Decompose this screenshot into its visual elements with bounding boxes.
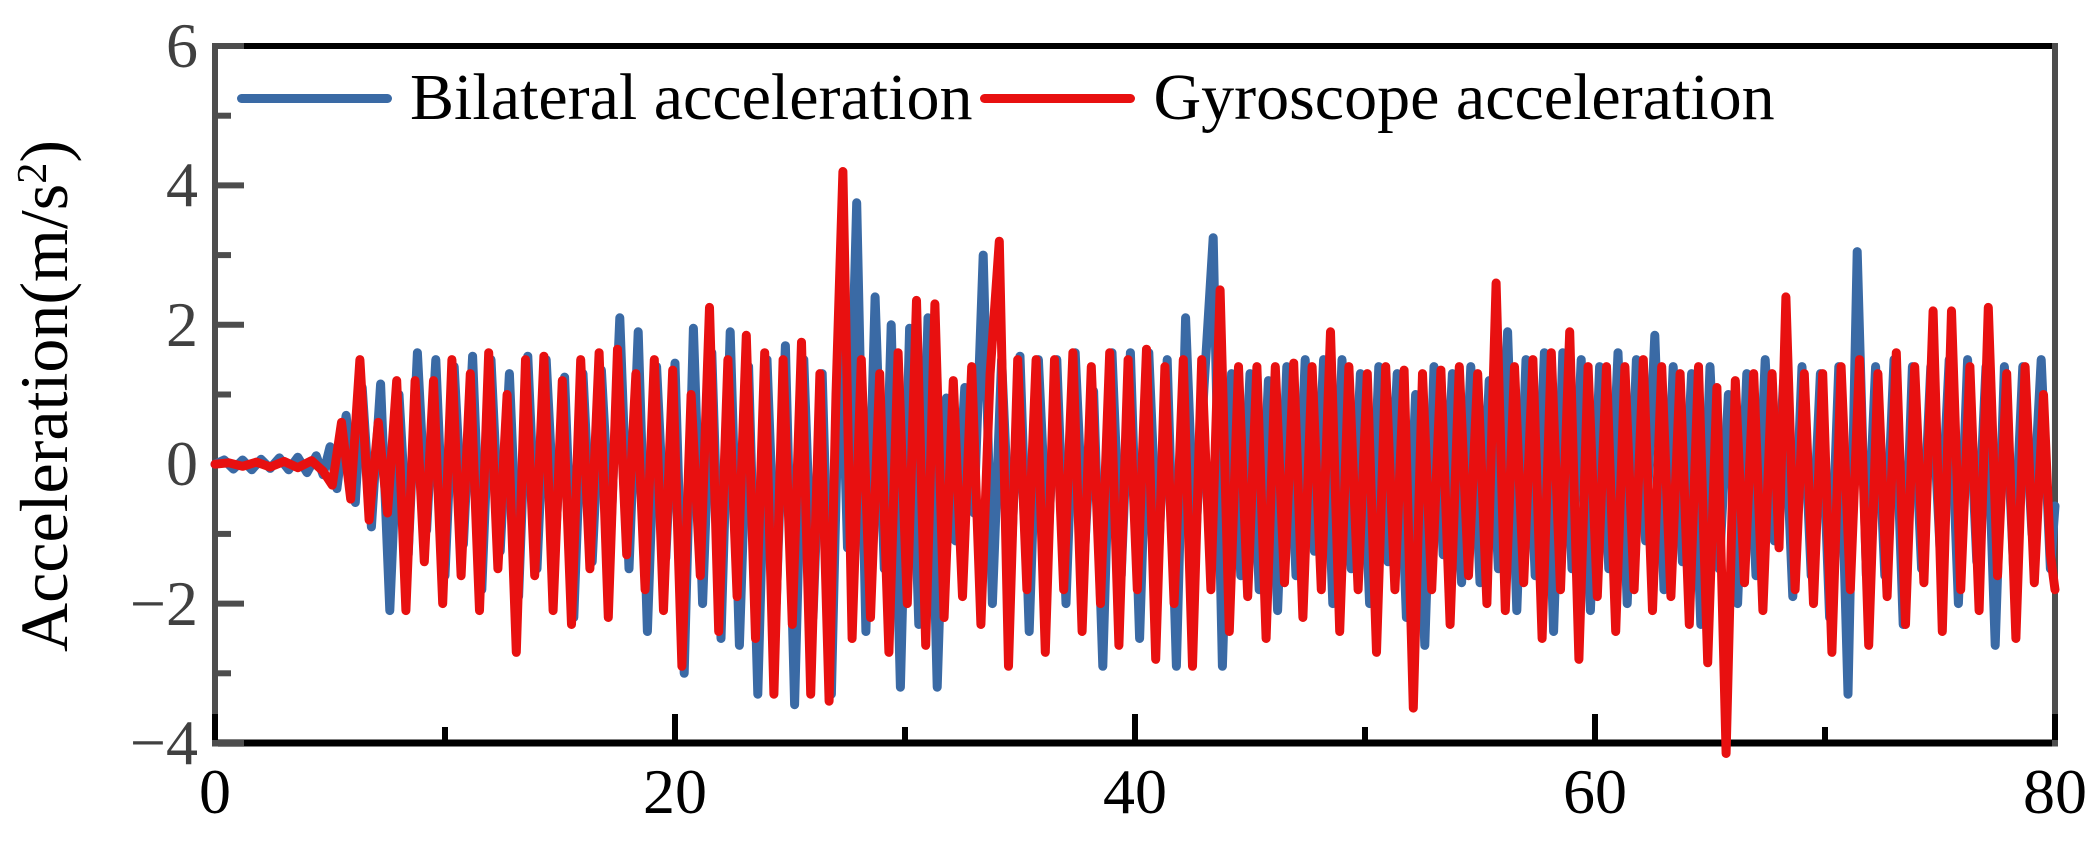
legend-label-bilateral: Bilateral acceleration — [410, 61, 973, 134]
y-tick-label: 2 — [166, 288, 198, 360]
y-tick-label: 4 — [166, 149, 198, 221]
legend-line-bilateral-swatch — [237, 93, 392, 103]
legend: Bilateral acceleration Gyroscope acceler… — [237, 61, 1775, 135]
x-tick-label: 60 — [1563, 756, 1627, 827]
y-tick-label: 6 — [166, 10, 198, 81]
y-tick-label: −4 — [129, 707, 198, 778]
series-line-gyroscope — [210, 167, 2060, 758]
y-tick-label: −2 — [129, 567, 198, 639]
x-tick-label: 80 — [2023, 756, 2087, 827]
x-tick-label: 40 — [1103, 756, 1167, 827]
y-tick-label: 0 — [166, 428, 198, 500]
x-tick-label: 20 — [643, 756, 707, 827]
x-tick-label: 0 — [199, 756, 231, 827]
legend-line-gyroscope-swatch — [980, 93, 1136, 103]
legend-label-gyroscope: Gyroscope acceleration — [1153, 61, 1775, 134]
legend-item-bilateral: Bilateral acceleration — [237, 61, 973, 135]
legend-item-gyroscope: Gyroscope acceleration — [980, 61, 1775, 135]
